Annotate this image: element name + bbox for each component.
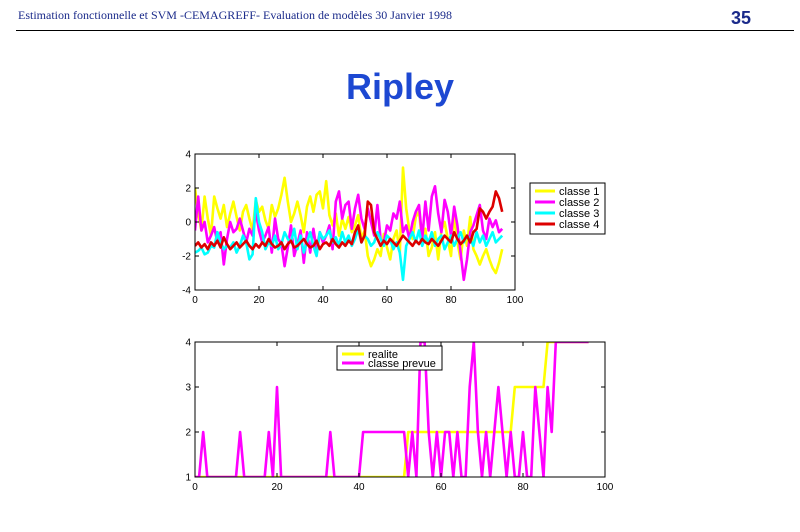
x-tick-label: 40: [317, 295, 329, 306]
x-tick-label: 0: [192, 482, 198, 493]
plot-frame: [194, 341, 606, 478]
x-tick-label: 100: [507, 295, 524, 306]
x-tick-label: 100: [597, 482, 614, 493]
y-tick-label: 4: [185, 338, 191, 349]
y-tick-label: 0: [185, 218, 191, 229]
x-tick-label: 40: [353, 482, 365, 493]
y-tick-label: 3: [185, 383, 191, 394]
x-tick-label: 80: [445, 295, 457, 306]
legend-box: [336, 345, 443, 371]
legend-label: realite: [368, 349, 398, 361]
y-tick-label: 2: [185, 184, 191, 195]
y-tick-label: -4: [182, 286, 191, 297]
y-tick-label: 1: [185, 473, 191, 484]
slide-title: Ripley: [345, 66, 455, 107]
x-tick-label: 60: [381, 295, 393, 306]
header-text: Estimation fonctionnelle et SVM -CEMAGRE…: [18, 8, 452, 22]
legend-label: classe 2: [559, 197, 599, 209]
x-tick-label: 80: [517, 482, 529, 493]
x-tick-label: 20: [253, 295, 265, 306]
header-divider: [16, 30, 794, 31]
legend-label: classe 3: [559, 208, 599, 220]
legend-label: classe prevue: [368, 358, 436, 370]
x-tick-label: 20: [271, 482, 283, 493]
y-tick-label: 2: [185, 428, 191, 439]
x-tick-label: 60: [435, 482, 447, 493]
y-tick-label: -2: [182, 252, 191, 263]
series-line-1: [195, 166, 504, 275]
x-tick-label: 0: [192, 295, 198, 306]
page-number: 35: [731, 8, 752, 28]
series-line-1: [195, 342, 589, 477]
y-tick-label: 4: [185, 150, 191, 161]
series-line-4: [195, 190, 504, 251]
legend-label: classe 4: [559, 219, 599, 231]
legend-label: classe 1: [559, 186, 599, 198]
series-line-2: [195, 342, 589, 477]
